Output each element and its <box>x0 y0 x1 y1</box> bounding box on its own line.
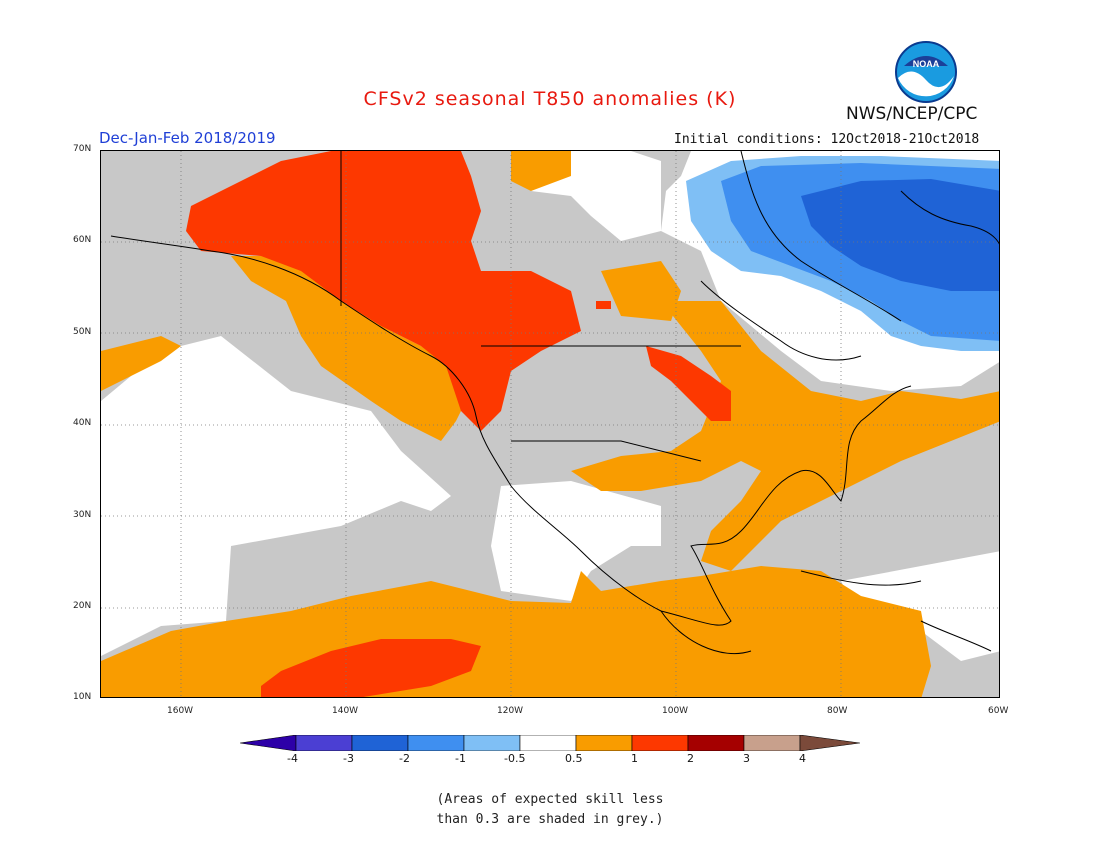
legend-tick: -1 <box>455 752 466 765</box>
legend-swatch <box>631 735 689 751</box>
lat-label: 30N <box>73 510 92 520</box>
lat-label: 60N <box>73 235 92 245</box>
anomaly-map-canvas <box>101 151 999 697</box>
organization-label: NWS/NCEP/CPC <box>846 104 978 124</box>
legend-tick: 1 <box>631 752 638 765</box>
legend-swatch <box>407 735 465 751</box>
lon-label: 60W <box>988 706 1009 716</box>
lat-label: 10N <box>73 692 92 702</box>
legend-swatch <box>351 735 409 751</box>
lon-label: 100W <box>662 706 689 716</box>
legend-swatch <box>575 735 633 751</box>
legend-swatch <box>463 735 521 751</box>
lat-label: 50N <box>73 327 92 337</box>
noaa-logo-text: NOAA <box>913 59 940 69</box>
legend-tick: -3 <box>343 752 354 765</box>
near-normal-region <box>841 551 999 661</box>
anomaly-neg-2-3-region <box>801 179 999 291</box>
anomaly-map <box>100 150 1000 698</box>
lon-label: 120W <box>497 706 524 716</box>
legend-tick: -2 <box>399 752 410 765</box>
color-legend <box>240 735 860 751</box>
legend-swatch <box>240 735 297 751</box>
lon-label: 160W <box>167 706 194 716</box>
anomaly-1-2-region <box>261 639 481 697</box>
legend-tick: 3 <box>743 752 750 765</box>
legend-swatch <box>799 735 860 751</box>
legend-tick: -4 <box>287 752 298 765</box>
graticule <box>101 151 999 697</box>
anomaly-0_5-1-region <box>231 256 471 441</box>
anomaly-0_5-1-region <box>101 336 181 391</box>
skill-footnote-line-2: than 0.3 are shaded in grey.) <box>436 812 664 827</box>
map-title: CFSv2 seasonal T850 anomalies (K) <box>363 88 737 110</box>
near-normal-region <box>491 481 661 601</box>
lon-label: 80W <box>827 706 848 716</box>
lat-label: 70N <box>73 144 92 154</box>
legend-tick: 4 <box>799 752 806 765</box>
anomaly-0_5-1-region <box>511 151 571 191</box>
anomaly-0_5-1-region <box>571 301 999 571</box>
legend-tick: 2 <box>687 752 694 765</box>
legend-swatch <box>687 735 745 751</box>
noaa-logo: NOAA <box>895 41 957 103</box>
initial-conditions-label: Initial conditions: 12Oct2018-21Oct2018 <box>674 132 980 147</box>
coastlines <box>110 151 999 655</box>
legend-tick: 0.5 <box>565 752 583 765</box>
anomaly-0_5-1-region <box>601 261 681 321</box>
anomaly-1-2-region <box>186 151 581 431</box>
lat-label: 40N <box>73 418 92 428</box>
near-normal-region <box>101 336 451 656</box>
lon-label: 140W <box>332 706 359 716</box>
legend-swatch <box>519 735 577 751</box>
lat-label: 20N <box>73 601 92 611</box>
anomaly-1-2-region <box>646 346 731 421</box>
season-label: Dec-Jan-Feb 2018/2019 <box>99 129 276 147</box>
legend-tick: -0.5 <box>504 752 526 765</box>
skill-footnote-line-1: (Areas of expected skill less <box>436 792 664 807</box>
anomaly-1-2-region <box>596 301 611 309</box>
legend-swatch <box>743 735 801 751</box>
legend-swatch <box>295 735 353 751</box>
